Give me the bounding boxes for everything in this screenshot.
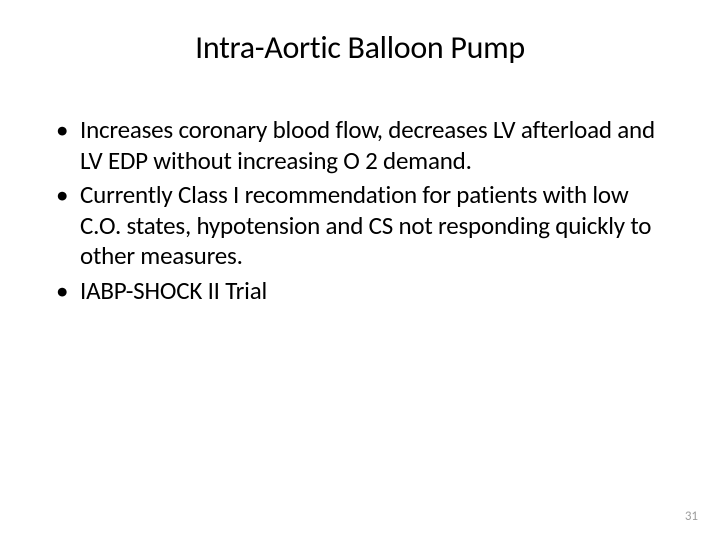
- bullet-item: IABP-SHOCK II Trial: [56, 276, 672, 307]
- bullet-item: Increases coronary blood flow, decreases…: [56, 115, 672, 176]
- page-number: 31: [685, 509, 698, 524]
- slide-container: Intra-Aortic Balloon Pump Increases coro…: [0, 0, 720, 540]
- bullet-item: Currently Class I recommendation for pat…: [56, 180, 672, 272]
- slide-title: Intra-Aortic Balloon Pump: [48, 28, 672, 67]
- bullet-list: Increases coronary blood flow, decreases…: [48, 115, 672, 306]
